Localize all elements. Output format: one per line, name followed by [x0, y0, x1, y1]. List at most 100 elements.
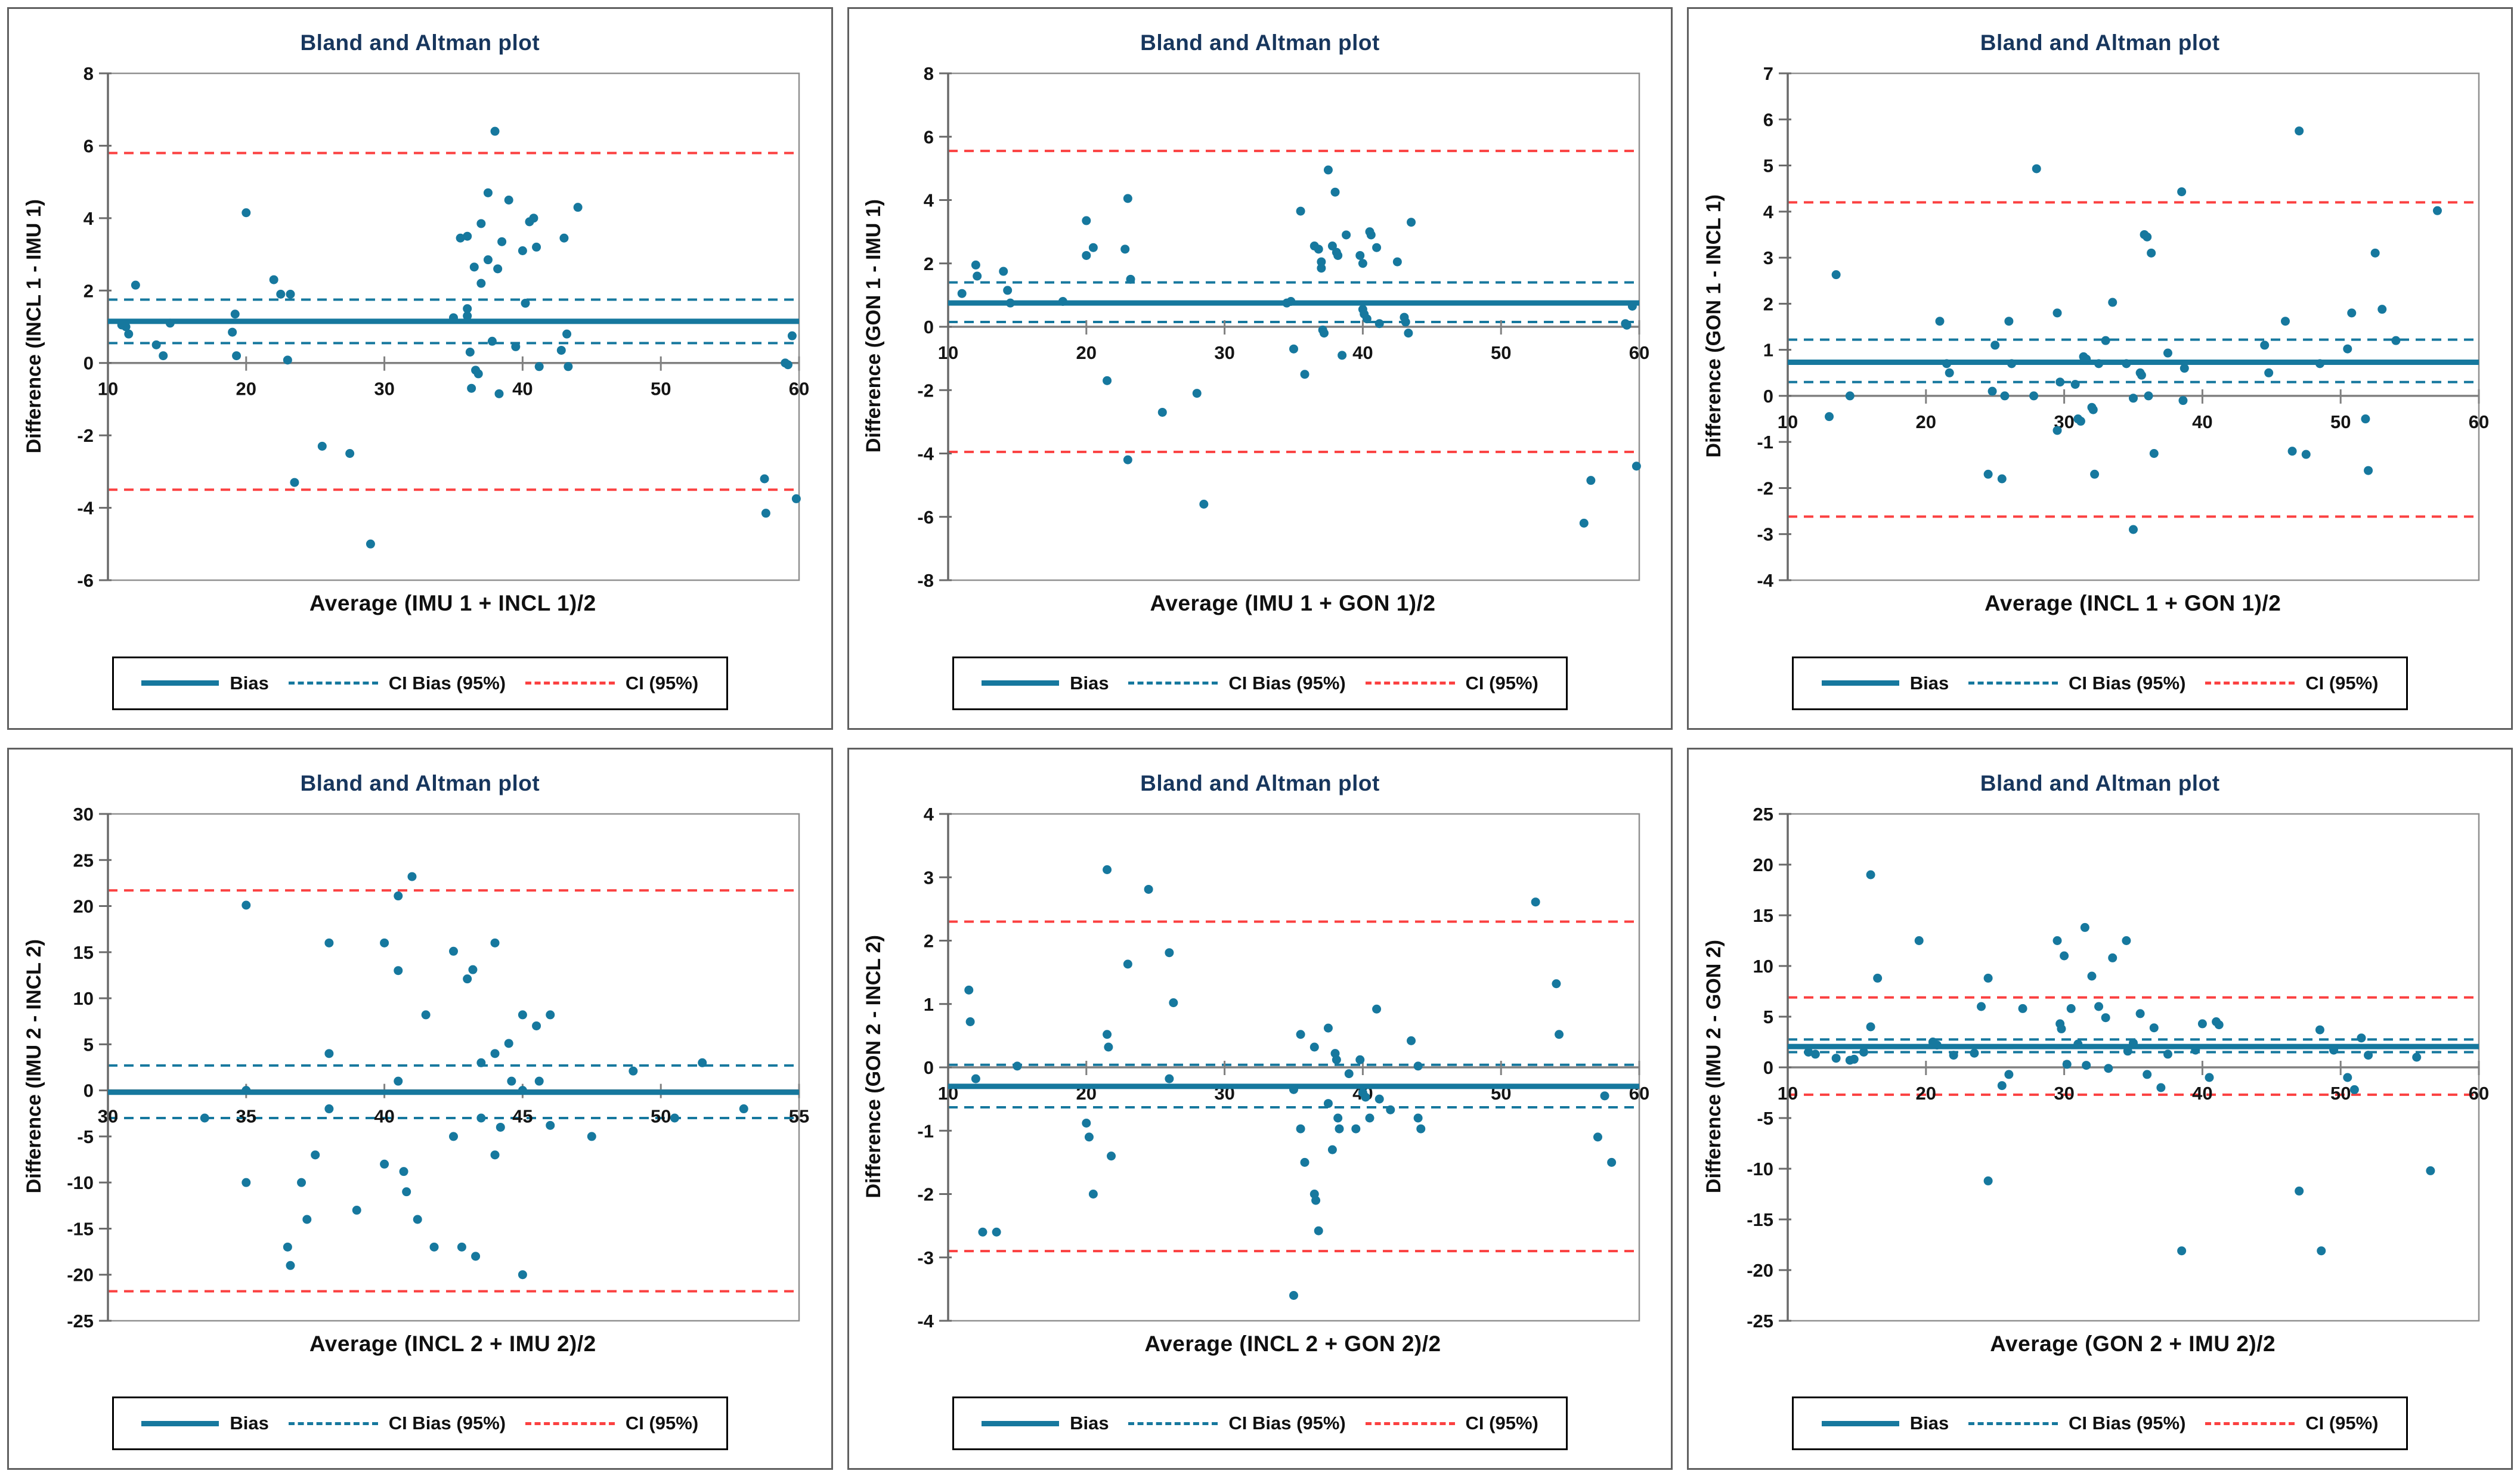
data-point	[998, 267, 1008, 276]
data-point	[2032, 164, 2042, 174]
data-point	[2377, 305, 2387, 314]
legend-label-bias: Bias	[230, 1413, 269, 1433]
data-point	[1358, 259, 1367, 268]
data-point	[1811, 1049, 1821, 1058]
data-point	[151, 340, 161, 349]
y-tick-label: -5	[77, 1126, 94, 1147]
data-point	[2101, 1012, 2110, 1022]
data-point	[1199, 500, 1208, 509]
legend-label-ci: CI (95%)	[2305, 1413, 2379, 1433]
y-tick-label: -10	[67, 1172, 94, 1193]
data-point	[1406, 1036, 1416, 1045]
data-point	[468, 965, 478, 974]
data-point	[971, 260, 980, 270]
data-point	[587, 1131, 596, 1141]
data-point	[1351, 1124, 1360, 1134]
data-point	[562, 329, 572, 339]
chart-title: Bland and Altman plot	[300, 770, 540, 795]
y-tick-label: 0	[1763, 386, 1773, 407]
y-tick-label: -4	[917, 444, 934, 465]
data-point	[698, 1058, 707, 1067]
data-point	[380, 938, 389, 947]
data-point	[1337, 351, 1346, 360]
plot-border	[107, 72, 800, 581]
data-point	[1327, 241, 1337, 251]
data-point	[232, 351, 242, 361]
data-point	[1311, 1196, 1320, 1205]
data-point	[760, 474, 769, 484]
legend: Bias CI Bias (95%) CI (95%)	[1792, 1397, 2408, 1450]
y-tick-label: -2	[917, 1184, 934, 1204]
data-point	[457, 1242, 466, 1252]
data-point	[399, 1166, 408, 1176]
y-tick-label: -4	[1757, 570, 1774, 589]
data-point	[1002, 286, 1012, 295]
data-point	[2070, 380, 2080, 389]
data-point	[2150, 1023, 2159, 1032]
x-tick-label: 60	[1629, 342, 1649, 363]
y-tick-label: 8	[83, 64, 94, 84]
y-tick-label: -3	[917, 1247, 934, 1268]
data-point	[1104, 1042, 1113, 1051]
data-point	[1632, 462, 1641, 471]
y-tick-label: 0	[83, 1080, 94, 1101]
data-point	[518, 1269, 527, 1279]
data-point	[1413, 1061, 1423, 1070]
y-tick-label: 1	[923, 993, 933, 1014]
y-tick-label: -6	[917, 507, 934, 528]
y-tick-label: 20	[73, 896, 94, 916]
ci-bias-line-sample	[288, 1422, 378, 1425]
data-point	[1416, 1124, 1425, 1134]
data-point	[518, 1085, 527, 1095]
data-point	[131, 280, 140, 290]
data-point	[2004, 1069, 2014, 1079]
data-point	[791, 494, 801, 503]
data-point	[456, 233, 465, 243]
data-point	[1165, 947, 1174, 957]
y-tick-label: 4	[923, 804, 934, 825]
data-point	[394, 891, 403, 900]
x-tick-label: 55	[789, 1106, 809, 1126]
legend: Bias CI Bias (95%) CI (95%)	[952, 1397, 1568, 1450]
y-axis: -25 -20 -15 -10 -5 0 5 10 15 20 25 30	[67, 804, 112, 1332]
data-point	[1286, 297, 1296, 306]
bland-altman-panel-5: Bland and Altman plot Difference (GON 2 …	[847, 747, 1673, 1470]
y-axis-label: Difference (IMU 2 - INCL 2)	[22, 939, 45, 1194]
legend-label-ci-bias: CI Bias (95%)	[388, 1413, 506, 1433]
data-point	[490, 1150, 500, 1159]
x-axis-label: Average (INCL 2 + IMU 2)/2	[309, 1331, 596, 1356]
data-point	[2163, 348, 2173, 358]
plot-area: 30 35 40 45 50 55 -25 -20 -15 -10 -5 0 5 10 15 20 25 30	[53, 804, 817, 1332]
data-point	[1531, 897, 1540, 906]
chart-title: Bland and Altman plot	[1980, 30, 2220, 55]
data-point	[1935, 317, 1945, 326]
data-point	[2178, 396, 2188, 405]
ci-lines	[948, 920, 1639, 1252]
data-point	[1970, 1048, 1979, 1058]
data-point	[1327, 1145, 1337, 1154]
data-point	[1330, 187, 1340, 197]
chart-title: Bland and Altman plot	[300, 30, 540, 55]
data-point	[1990, 340, 2000, 350]
data-point	[317, 441, 327, 451]
ci-lines	[948, 150, 1639, 453]
data-point	[1081, 1118, 1091, 1128]
data-point	[546, 1120, 555, 1130]
data-point	[394, 965, 403, 975]
data-point	[2347, 308, 2357, 318]
data-point	[1998, 1080, 2007, 1090]
y-tick-label: 10	[1753, 956, 1773, 977]
data-point	[242, 1085, 251, 1095]
data-point	[2191, 1045, 2200, 1055]
chart-title: Bland and Altman plot	[1140, 770, 1380, 795]
data-point	[402, 1187, 411, 1196]
ci-bias-lines	[948, 281, 1639, 324]
data-point	[2108, 298, 2117, 307]
data-point	[1554, 1029, 1564, 1039]
ci-lines	[1788, 201, 2479, 518]
